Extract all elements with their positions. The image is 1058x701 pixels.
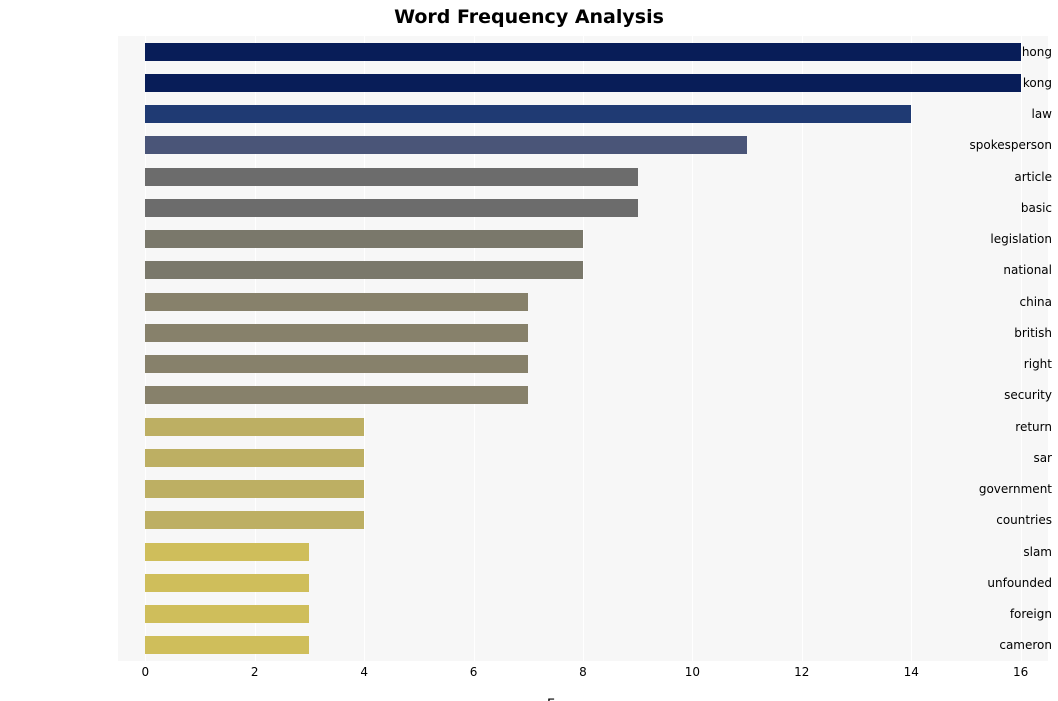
y-tick-label: foreign bbox=[934, 607, 1058, 621]
y-tick-label: legislation bbox=[934, 232, 1058, 246]
x-tick-label: 10 bbox=[685, 665, 700, 679]
y-tick-label: return bbox=[934, 420, 1058, 434]
bar bbox=[145, 605, 309, 623]
x-tick-label: 4 bbox=[360, 665, 368, 679]
bar bbox=[145, 511, 364, 529]
y-tick-label: national bbox=[934, 263, 1058, 277]
figure: Word Frequency Analysis Frequency 0 2 4 6 8 1… bbox=[0, 0, 1058, 701]
chart-title: Word Frequency Analysis bbox=[0, 6, 1058, 28]
grid-line bbox=[692, 36, 693, 661]
y-tick-label: right bbox=[934, 357, 1058, 371]
y-tick-label: hong bbox=[934, 45, 1058, 59]
y-tick-label: slam bbox=[934, 545, 1058, 559]
x-tick-label: 8 bbox=[579, 665, 587, 679]
bar bbox=[145, 293, 528, 311]
y-tick-label: article bbox=[934, 170, 1058, 184]
grid-line bbox=[364, 36, 365, 661]
x-tick-label: 6 bbox=[470, 665, 478, 679]
y-tick-label: security bbox=[934, 388, 1058, 402]
grid-line bbox=[255, 36, 256, 661]
y-tick-label: british bbox=[934, 326, 1058, 340]
y-tick-label: cameron bbox=[934, 638, 1058, 652]
bar bbox=[145, 418, 364, 436]
bar bbox=[145, 449, 364, 467]
y-tick-label: sar bbox=[934, 451, 1058, 465]
bar bbox=[145, 136, 747, 154]
bar bbox=[145, 386, 528, 404]
grid-line bbox=[802, 36, 803, 661]
x-tick-label: 2 bbox=[251, 665, 259, 679]
grid-line bbox=[583, 36, 584, 661]
bar bbox=[145, 636, 309, 654]
bar bbox=[145, 230, 583, 248]
y-tick-label: china bbox=[934, 295, 1058, 309]
bar bbox=[145, 574, 309, 592]
bar bbox=[145, 261, 583, 279]
x-tick-label: 12 bbox=[794, 665, 809, 679]
y-tick-label: unfounded bbox=[934, 576, 1058, 590]
y-tick-label: basic bbox=[934, 201, 1058, 215]
grid-line bbox=[911, 36, 912, 661]
bar bbox=[145, 43, 1020, 61]
plot-area bbox=[118, 36, 1048, 661]
x-tick-label: 16 bbox=[1013, 665, 1028, 679]
y-tick-label: law bbox=[934, 107, 1058, 121]
y-tick-label: countries bbox=[934, 513, 1058, 527]
grid-line bbox=[1021, 36, 1022, 661]
bar bbox=[145, 168, 637, 186]
y-tick-label: government bbox=[934, 482, 1058, 496]
x-axis-label: Frequency bbox=[118, 697, 1048, 701]
bar bbox=[145, 543, 309, 561]
bar bbox=[145, 324, 528, 342]
x-tick-label: 14 bbox=[904, 665, 919, 679]
grid-line bbox=[474, 36, 475, 661]
bar bbox=[145, 74, 1020, 92]
bar bbox=[145, 355, 528, 373]
y-tick-label: kong bbox=[934, 76, 1058, 90]
bar bbox=[145, 480, 364, 498]
grid-line bbox=[145, 36, 146, 661]
bar bbox=[145, 199, 637, 217]
bar bbox=[145, 105, 911, 123]
x-tick-label: 0 bbox=[142, 665, 150, 679]
y-tick-label: spokesperson bbox=[934, 138, 1058, 152]
